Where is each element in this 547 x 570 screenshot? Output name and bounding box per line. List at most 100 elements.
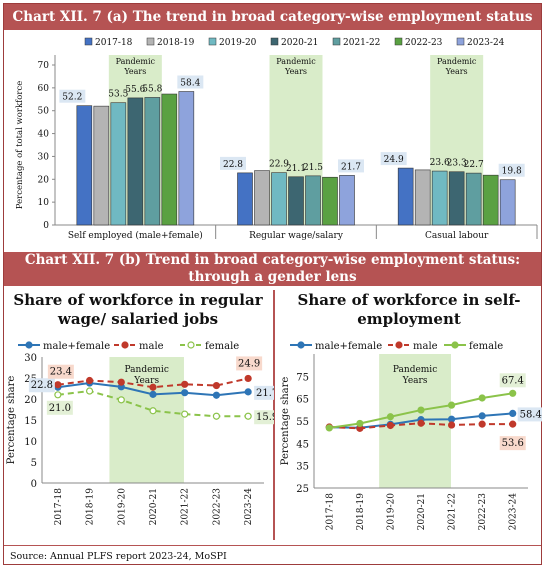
data-label-box	[380, 152, 407, 166]
x-tick-label: 2018-19	[86, 488, 96, 526]
data-label: 21.1	[286, 164, 306, 174]
data-label-box	[517, 407, 542, 422]
y-tick-label: 70	[38, 61, 50, 71]
x-tick-label: 2019-20	[117, 488, 127, 526]
data-label: 55.6	[125, 85, 145, 95]
data-point-female	[509, 389, 517, 397]
data-label: 23.4	[50, 367, 72, 378]
bottom-title-line1: Chart XII. 7 (b) Trend in broad category…	[24, 252, 521, 268]
bar-2021-22-0	[144, 97, 161, 226]
legend-label-male+female: male+female	[43, 341, 110, 352]
data-point-female	[447, 401, 456, 409]
y-tick-label: 10	[24, 437, 37, 448]
data-point-male	[509, 420, 517, 428]
bar-2017-18-1	[237, 172, 253, 226]
data-label-box	[338, 159, 364, 173]
legend-marker-male+female	[25, 341, 33, 349]
data-label-box	[498, 163, 525, 177]
right-subtitle-line2: employment	[357, 310, 461, 328]
bar-2020-21-0	[127, 97, 144, 226]
data-label-box	[499, 373, 526, 388]
data-point-male	[212, 381, 221, 390]
category-label: Self employed (male+female)	[68, 230, 203, 241]
data-label: 24.9	[384, 155, 404, 165]
legend-swatch-2021-22	[332, 37, 341, 46]
x-tick-label: 2022-23	[478, 493, 488, 531]
x-tick-label: 2023-24	[244, 488, 254, 526]
data-label-box	[254, 410, 274, 425]
y-tick-label: 10	[38, 198, 50, 208]
x-tick-label: 2017-18	[54, 488, 64, 526]
bar-2019-20-1	[271, 172, 287, 226]
data-point-male	[85, 376, 94, 385]
x-tick-label: 2021-22	[181, 488, 191, 525]
data-label: 24.9	[238, 358, 260, 369]
y-tick-label: 75	[296, 372, 309, 383]
x-tick-label: 2021-22	[448, 493, 458, 530]
bar-2023-24-0	[178, 91, 195, 226]
top-chart-title: Chart XII. 7 (a) The trend in broad cate…	[4, 4, 541, 30]
x-tick-label: 2017-18	[325, 493, 335, 531]
data-label: 15.9	[256, 412, 274, 423]
data-label-box	[220, 156, 246, 170]
data-label: 53.6	[502, 438, 524, 449]
data-point-male+female	[244, 388, 252, 396]
data-label-box	[236, 356, 263, 371]
legend-label-2023-24: 2023-24	[467, 38, 505, 48]
legend-marker-female	[451, 341, 459, 349]
data-point-female	[181, 410, 189, 418]
legend-label-male+female: male+female	[315, 341, 382, 352]
y-tick-label: 0	[43, 221, 49, 231]
panel-divider	[273, 290, 275, 540]
pandemic-label-2: Years	[445, 67, 468, 76]
y-tick-label: 15	[24, 416, 37, 427]
y-tick-label: 30	[38, 152, 50, 162]
y-tick-label: 50	[38, 107, 50, 117]
data-point-male	[181, 380, 189, 388]
legend-label-male: male	[413, 341, 438, 352]
legend-label-2021-22: 2021-22	[343, 38, 380, 48]
y-axis-label: Percentage share	[280, 377, 291, 466]
bar-2022-23-2	[482, 174, 499, 226]
bar-2020-21-2	[448, 171, 465, 226]
data-point-male	[54, 381, 62, 389]
data-label: 21.0	[49, 403, 71, 414]
pandemic-label: Pandemic	[125, 365, 169, 375]
data-point-female	[417, 406, 425, 414]
data-label: 23.3	[447, 159, 467, 169]
data-label-box	[177, 75, 204, 89]
data-point-female	[244, 412, 252, 420]
legend-label-male: male	[139, 341, 164, 352]
x-tick-label: 2020-21	[417, 493, 427, 530]
pandemic-label: Years	[402, 376, 428, 386]
legend-label-2019-20: 2019-20	[219, 38, 257, 48]
legend-label-female: female	[469, 341, 503, 352]
x-tick-label: 2022-23	[212, 488, 222, 526]
data-label: 22.9	[269, 160, 289, 170]
legend-label-2020-21: 2020-21	[281, 38, 318, 48]
y-tick-label: 0	[31, 479, 37, 490]
data-label: 52.2	[62, 93, 82, 103]
left-subtitle-line2: wage/ salaried jobs	[57, 310, 219, 328]
category-label: Casual labour	[425, 231, 489, 241]
y-tick-label: 25	[296, 484, 309, 495]
bar-2017-18-2	[397, 167, 414, 226]
bar-2018-19-0	[93, 105, 110, 226]
data-point-female	[356, 419, 364, 428]
data-label: 58.4	[180, 79, 200, 89]
data-point-male+female	[212, 391, 221, 399]
data-point-female	[117, 396, 125, 404]
data-label: 22.8	[31, 380, 53, 391]
data-label: 22.7	[464, 160, 484, 170]
bar-2023-24-2	[499, 179, 516, 226]
category-label: Regular wage/salary	[249, 231, 344, 241]
data-label-box	[499, 436, 526, 451]
pandemic-label-0: Years	[123, 67, 146, 76]
data-label-box	[46, 400, 73, 415]
bar-2019-20-0	[110, 102, 127, 226]
x-tick-label: 2023-24	[509, 493, 519, 531]
left-subtitle-line1: Share of workforce in regular	[13, 291, 263, 309]
legend-label-2022-23: 2022-23	[405, 38, 443, 48]
legend-marker-male+female	[297, 341, 305, 349]
